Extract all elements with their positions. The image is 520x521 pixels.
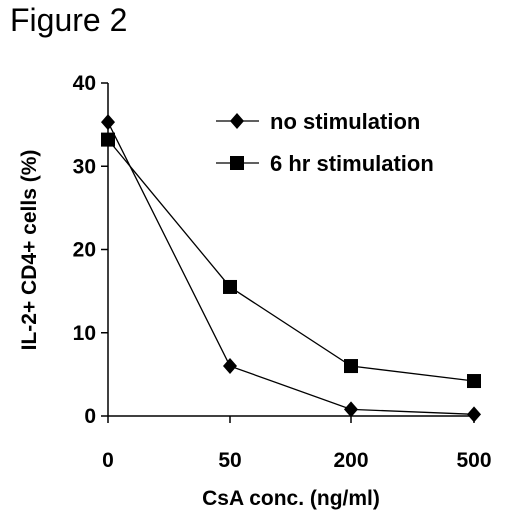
data-point-square [344,359,358,374]
y-tick-label: 10 [73,322,96,345]
series-1 [101,114,481,423]
x-tick-label: 500 [456,449,491,472]
data-point-square [467,374,481,389]
x-tick-label: 0 [102,449,114,472]
legend: no stimulation 6 hr stimulation [216,109,434,176]
data-point-diamond [223,358,237,375]
legend-marker-square [230,156,244,170]
legend-marker-diamond [230,113,244,129]
data-point-diamond [344,401,358,418]
x-axis-label: CsA conc. (ng/ml) [202,487,380,510]
y-axis-label: IL-2+ CD4+ cells (%) [18,150,41,351]
series-2 [101,132,481,389]
x-axis-ticks: 0 50 200 500 [102,416,492,472]
data-point-diamond [101,114,115,131]
x-tick-label: 50 [218,449,241,472]
y-tick-label: 30 [73,155,96,178]
y-tick-label: 40 [73,72,96,95]
data-point-diamond [467,406,481,423]
series-line [107,121,475,415]
y-tick-label: 0 [84,405,96,428]
y-tick-label: 20 [73,239,96,262]
series-layer [101,114,481,423]
figure-title: Figure 2 [10,2,128,38]
series-line [107,139,475,382]
legend-label: 6 hr stimulation [270,151,434,176]
legend-label: no stimulation [270,109,420,134]
data-point-square [223,279,237,294]
y-axis-ticks: 0 10 20 30 40 [73,72,108,428]
data-point-square [101,132,115,147]
x-tick-label: 200 [333,449,368,472]
